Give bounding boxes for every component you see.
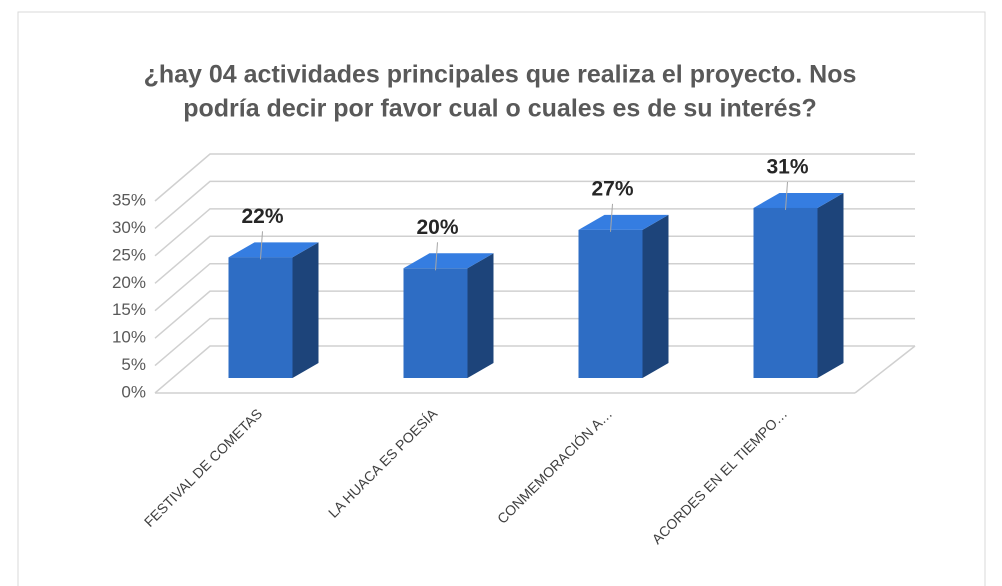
bar-side: [642, 214, 669, 378]
grid-line: [154, 317, 915, 367]
leader-line: [785, 181, 788, 210]
y-tick-label: 30%: [112, 218, 146, 237]
bar-top: [403, 253, 494, 269]
value-label: 27%: [591, 177, 633, 200]
y-tick-label: 10%: [112, 328, 146, 347]
leader-line: [610, 203, 613, 232]
leader-line: [435, 242, 438, 271]
y-tick-label: 25%: [112, 245, 146, 264]
bar-top: [578, 214, 669, 230]
grid-line: [154, 345, 915, 394]
y-tick-label: 0%: [121, 382, 146, 401]
bar: [403, 268, 468, 378]
bar-side: [817, 192, 844, 378]
grid-line: [154, 235, 915, 284]
grid-line: [154, 153, 915, 202]
y-tick-label: 5%: [121, 355, 146, 374]
floor-edge: [854, 345, 916, 394]
bar: [578, 229, 643, 378]
grid-line: [154, 262, 915, 312]
y-tick-label: 20%: [112, 273, 146, 292]
grid-line: [154, 208, 915, 257]
value-label: 22%: [241, 205, 283, 228]
chart-title: podría decir por favor cual o cuales es …: [183, 95, 817, 123]
bar-side: [467, 253, 494, 378]
grid-line: [154, 180, 915, 229]
value-label: 20%: [416, 216, 458, 239]
bar: [753, 207, 818, 378]
chart-title: ¿hay 04 actividades principales que real…: [144, 61, 857, 89]
leader-line: [260, 231, 263, 260]
y-tick-label: 15%: [112, 300, 146, 319]
y-tick-label: 35%: [112, 190, 146, 209]
value-label: 31%: [766, 155, 808, 178]
bar-top: [228, 242, 319, 258]
bar: [228, 257, 293, 378]
bar-top: [753, 192, 844, 208]
grid-line: [154, 290, 915, 339]
bar-side: [292, 242, 319, 378]
